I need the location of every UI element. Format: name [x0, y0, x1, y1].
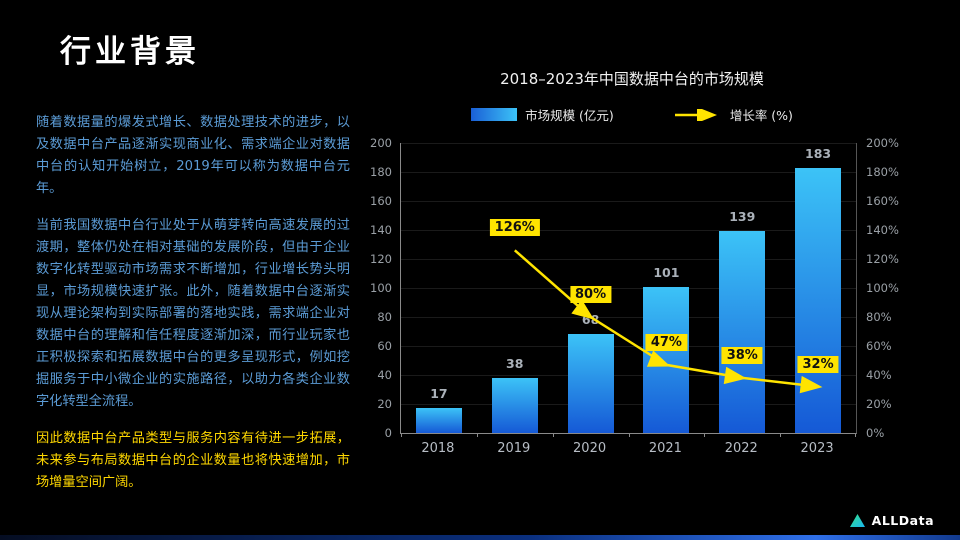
legend-line-label: 增长率 (%) [729, 108, 793, 123]
growth-rate-line [513, 249, 823, 394]
right-axis-labels: 0% 20% 40% 60% 80% 100% 120% 140% 160% 180% 200% [866, 136, 914, 440]
market-size-bar [491, 377, 538, 433]
left-axis-tick-label: 100 [370, 281, 392, 295]
bar-value-label: 183 [805, 145, 832, 161]
growth-rate-label: 32% [797, 355, 839, 373]
right-axis-tick-label: 40% [866, 368, 892, 382]
bottom-accent-strip [0, 535, 960, 540]
x-axis-tick [855, 433, 856, 437]
left-axis-tick-label: 0 [384, 426, 392, 440]
left-axis-tick-label: 140 [370, 223, 392, 237]
logo-icon [849, 514, 865, 527]
gridline [401, 143, 856, 144]
paragraph-intro: 随着数据量的爆发式增长、数据处理技术的进步，以及数据中台产品逐渐实现商业化、需求… [36, 115, 350, 196]
left-axis-tick-label: 60 [377, 339, 392, 353]
logo-text: ALLData [871, 513, 934, 528]
bar-value-label: 17 [430, 386, 448, 402]
growth-rate-label: 126% [489, 219, 540, 237]
right-axis-tick-label: 120% [866, 252, 899, 266]
left-axis-tick-label: 160 [370, 194, 392, 208]
x-axis-tick [552, 433, 554, 437]
gridline [401, 230, 856, 231]
left-axis-tick-label: 40 [377, 368, 392, 382]
bar-value-label: 139 [729, 209, 756, 225]
left-axis-tick-label: 120 [370, 252, 392, 266]
right-axis-tick-label: 160% [866, 194, 899, 208]
right-axis-tick-label: 0% [866, 426, 885, 440]
year-label: 2023 [800, 441, 834, 456]
right-axis-tick-label: 20% [866, 397, 892, 411]
logo: ALLData [849, 513, 934, 528]
gridline [401, 172, 856, 173]
right-axis-tick-label: 140% [866, 223, 899, 237]
legend-bar-swatch [471, 108, 518, 121]
paragraph-current-state: 当前我国数据中台行业处于从萌芽转向高速发展的过渡期，整体仍处在相对基础的发展阶段… [36, 218, 350, 409]
year-label: 2021 [648, 441, 682, 456]
year-label: 2022 [724, 441, 758, 456]
market-size-bar [415, 408, 462, 433]
growth-rate-label: 80% [570, 286, 612, 303]
page-title: 行业背景 [60, 34, 200, 70]
gridline [401, 201, 856, 202]
right-axis-tick-label: 60% [866, 339, 892, 353]
paragraph-conclusion-highlight: 因此数据中台产品类型与服务内容有待进一步拓展，未来参与布局数据中台的企业数量也将… [36, 431, 350, 490]
left-axis-tick-label: 20 [377, 397, 392, 411]
growth-rate-label: 38% [721, 346, 763, 364]
growth-rate-label: 47% [645, 333, 687, 351]
chart-plot-area: 17 38 68 101 139 183 126% 80% 47% 38% 32% [400, 143, 857, 437]
gridline [401, 404, 856, 405]
x-axis-labels: 2018 2019 2020 2021 2022 2023 [400, 441, 855, 461]
year-label: 2019 [497, 441, 531, 456]
legend-arrow-icon [674, 108, 717, 121]
growth-line-svg [513, 249, 823, 394]
bar-value-label: 38 [506, 355, 524, 371]
right-axis-tick-label: 180% [866, 165, 899, 179]
year-label: 2018 [421, 441, 455, 456]
chart-legend: 市场规模 (亿元) 增长率 (%) [392, 105, 872, 124]
x-axis-tick [780, 433, 782, 437]
left-axis-tick-label: 80 [377, 310, 392, 324]
right-axis-tick-label: 200% [866, 136, 899, 150]
left-axis-tick-label: 200 [370, 136, 392, 150]
x-axis-tick [704, 433, 706, 437]
x-axis-tick [401, 433, 402, 437]
x-axis-tick [628, 433, 630, 437]
right-axis-tick-label: 100% [866, 281, 899, 295]
left-axis-labels: 0 20 40 60 80 100 120 140 160 180 200 [350, 136, 392, 440]
year-label: 2020 [573, 441, 607, 456]
gridline [401, 259, 856, 260]
gridline [401, 288, 856, 289]
body-text-column: 随着数据量的爆发式增长、数据处理技术的进步，以及数据中台产品逐渐实现商业化、需求… [36, 112, 350, 509]
x-axis-tick [476, 433, 478, 437]
bar-value-label: 101 [653, 264, 680, 280]
right-axis-tick-label: 80% [866, 310, 892, 324]
left-axis-tick-label: 180 [370, 165, 392, 179]
legend-bar-label: 市场规模 (亿元) [525, 108, 614, 123]
chart-title: 2018–2023年中国数据中台的市场规模 [500, 70, 764, 88]
